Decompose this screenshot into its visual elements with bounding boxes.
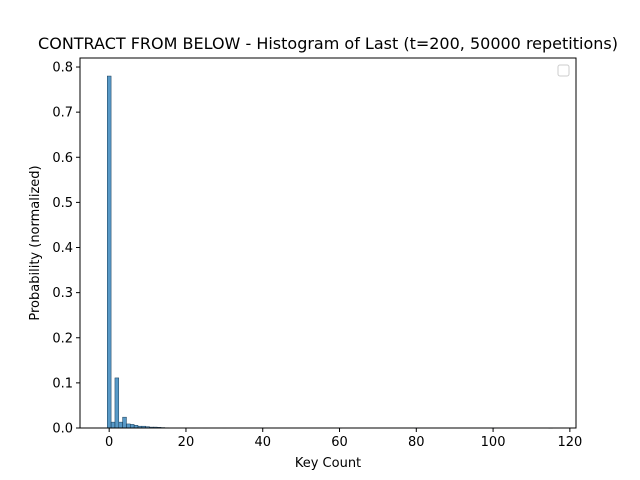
chart-title: CONTRACT FROM BELOW - Histogram of Last … [38,34,618,53]
histogram-bar-0 [107,75,112,429]
x-tick-label: 60 [331,435,348,450]
y-tick-label: 0.3 [52,286,73,301]
x-tick-label: 100 [481,435,506,450]
legend-box [557,64,570,77]
histogram-bar-5 [126,423,131,429]
y-tick-label: 0.7 [52,106,73,121]
y-tick-label: 0.8 [52,61,73,76]
y-tick-label: 0.4 [52,241,73,256]
histogram-bars [107,75,553,429]
y-tick-label: 0.1 [52,376,73,391]
y-tick-label: 0.6 [52,151,73,166]
histogram-bar-2 [114,377,120,429]
histogram-bar-3 [118,421,123,429]
x-axis-ticks: 0 20 40 60 80 100 120 [105,428,582,450]
plot-frame [79,57,577,429]
x-tick-label: 40 [254,435,271,450]
histogram-bar-4 [122,416,127,429]
x-axis-label: Key Count [295,456,361,471]
x-tick-label: 80 [408,435,425,450]
histogram-bar-1 [110,421,116,429]
x-tick-label: 20 [178,435,195,450]
x-tick-label: 120 [557,435,582,450]
y-tick-label: 0.0 [52,422,73,437]
y-tick-label: 0.2 [52,331,73,346]
x-tick-label: 0 [105,435,113,450]
histogram-bar-6 [130,424,135,429]
y-tick-label: 0.5 [52,196,73,211]
y-axis-ticks: 0.0 0.1 0.2 0.3 0.4 0.5 0.6 0.7 0.8 [52,61,80,437]
y-axis-label: Probability (normalized) [28,165,43,320]
